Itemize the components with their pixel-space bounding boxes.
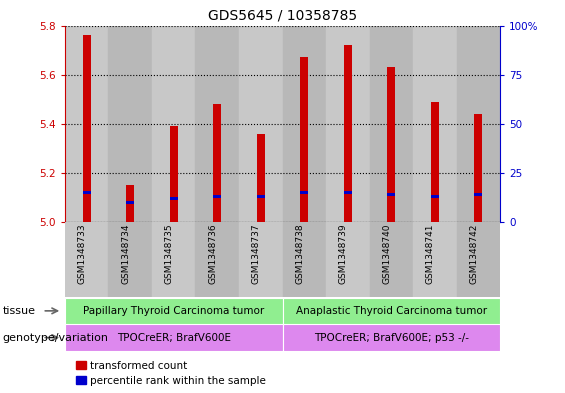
Bar (457, 222, 500, 297)
Bar (326, 26, 370, 222)
Bar (108, 26, 152, 222)
Bar (65, 324, 282, 351)
Text: tissue: tissue (3, 306, 36, 316)
Text: Anaplastic Thyroid Carcinoma tumor: Anaplastic Thyroid Carcinoma tumor (295, 306, 487, 316)
Text: genotype/variation: genotype/variation (3, 332, 109, 343)
Bar (301, 57, 308, 222)
Bar (282, 298, 500, 324)
Title: GDS5645 / 10358785: GDS5645 / 10358785 (208, 9, 357, 23)
Bar (239, 222, 282, 297)
Bar (282, 222, 326, 297)
Text: GSM1348740: GSM1348740 (383, 224, 391, 284)
Bar (127, 201, 134, 204)
Text: GSM1348736: GSM1348736 (208, 224, 217, 284)
Text: GSM1348741: GSM1348741 (426, 224, 435, 284)
Text: GSM1348742: GSM1348742 (470, 224, 478, 284)
Bar (370, 222, 413, 297)
Bar (195, 222, 239, 297)
Bar (370, 26, 413, 222)
Bar (239, 26, 282, 222)
Bar (65, 298, 282, 324)
Bar (326, 222, 370, 297)
Bar (214, 195, 221, 198)
Bar (388, 67, 395, 222)
Text: GSM1348738: GSM1348738 (295, 224, 304, 284)
Bar (170, 197, 177, 200)
Bar (152, 26, 195, 222)
Text: GSM1348737: GSM1348737 (252, 224, 261, 284)
Bar (282, 324, 500, 351)
Bar (83, 191, 90, 194)
Bar (108, 222, 152, 297)
Bar (301, 191, 308, 194)
Text: TPOCreER; BrafV600E; p53 -/-: TPOCreER; BrafV600E; p53 -/- (314, 332, 469, 343)
Text: TPOCreER; BrafV600E: TPOCreER; BrafV600E (117, 332, 231, 343)
Text: GSM1348739: GSM1348739 (339, 224, 347, 284)
Bar (344, 191, 351, 194)
Bar (83, 35, 90, 222)
Bar (431, 195, 438, 198)
Bar (170, 126, 177, 222)
Bar (431, 102, 438, 222)
Bar (475, 193, 482, 196)
Bar (65, 222, 108, 297)
Bar (413, 222, 457, 297)
Bar (65, 26, 108, 222)
Bar (127, 185, 134, 222)
Bar (388, 193, 395, 196)
Text: Papillary Thyroid Carcinoma tumor: Papillary Thyroid Carcinoma tumor (83, 306, 264, 316)
Bar (344, 45, 351, 222)
Bar (282, 26, 326, 222)
Bar (413, 26, 457, 222)
Text: GSM1348733: GSM1348733 (78, 224, 87, 284)
Bar (257, 195, 264, 198)
Bar (475, 114, 482, 222)
Bar (214, 104, 221, 222)
Bar (257, 134, 264, 222)
Legend: transformed count, percentile rank within the sample: transformed count, percentile rank withi… (76, 361, 266, 386)
Bar (195, 26, 239, 222)
Text: GSM1348735: GSM1348735 (165, 224, 174, 284)
Bar (152, 222, 195, 297)
Text: GSM1348734: GSM1348734 (121, 224, 131, 284)
Bar (457, 26, 500, 222)
